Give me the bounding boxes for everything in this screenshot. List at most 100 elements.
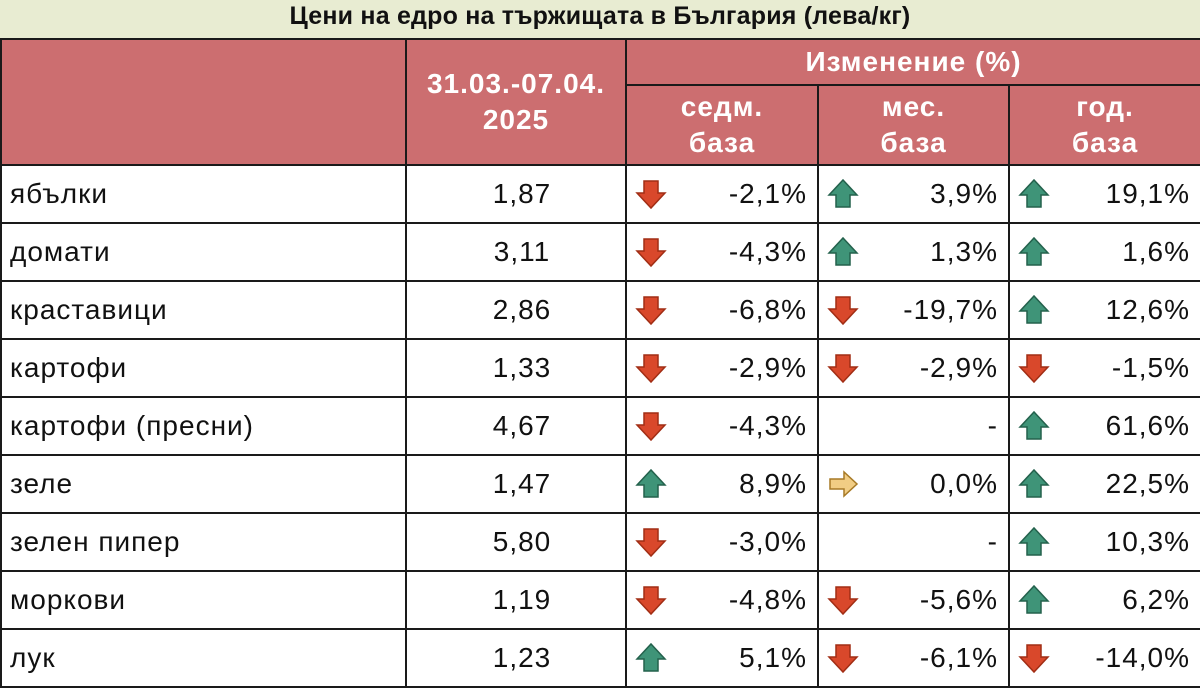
- price-value: 5,80: [405, 512, 627, 572]
- price-value: 1,47: [405, 454, 627, 514]
- arrow-down-icon: [827, 294, 859, 326]
- product-name: картофи: [0, 338, 407, 398]
- change-yearly-cell: 10,3%: [1007, 512, 1200, 572]
- price-value: 1,87: [405, 164, 627, 224]
- arrow-down-icon: [635, 584, 667, 616]
- price-value: 1,19: [405, 570, 627, 630]
- change-yearly-cell: 1,6%: [1007, 222, 1200, 282]
- change-yearly-value: -1,5%: [1111, 352, 1191, 383]
- change-yearly-cell: 19,1%: [1007, 164, 1200, 224]
- arrow-down-icon: [827, 642, 859, 674]
- change-yearly-cell: 22,5%: [1007, 454, 1200, 514]
- price-value: 4,67: [405, 396, 627, 456]
- arrow-down-icon: [635, 352, 667, 384]
- table-body: ябълки 1,87 -2,1% 3,9% 19,1% домати 3,11 -4,3% 1…: [0, 164, 1200, 688]
- arrow-down-icon: [635, 410, 667, 442]
- change-monthly-value: -6,1%: [919, 642, 998, 673]
- change-yearly-cell: -14,0%: [1007, 628, 1200, 688]
- arrow-down-icon: [635, 236, 667, 268]
- header-weekly-line2: база: [688, 127, 756, 158]
- change-monthly-cell: 3,9%: [817, 164, 1010, 224]
- arrow-up-icon: [635, 642, 667, 674]
- change-weekly-cell: -3,0%: [625, 512, 819, 572]
- product-name: ябълки: [0, 164, 407, 224]
- price-value: 3,11: [405, 222, 627, 282]
- change-yearly-cell: -1,5%: [1007, 338, 1200, 398]
- change-weekly-value: -4,8%: [728, 584, 807, 615]
- arrow-down-icon: [827, 352, 859, 384]
- header-change-group: Изменение (%): [624, 38, 1200, 86]
- arrow-down-icon: [827, 584, 859, 616]
- arrow-up-icon: [1018, 584, 1050, 616]
- arrow-down-icon: [635, 294, 667, 326]
- arrow-up-icon: [827, 178, 859, 210]
- arrow-right-icon: [827, 468, 859, 500]
- change-monthly-value: 0,0%: [930, 468, 998, 499]
- change-monthly-value: -2,9%: [919, 352, 998, 383]
- change-monthly-cell: 0,0%: [817, 454, 1010, 514]
- change-monthly-cell: -5,6%: [817, 570, 1010, 630]
- change-yearly-cell: 61,6%: [1007, 396, 1200, 456]
- change-monthly-value: -: [987, 526, 998, 557]
- change-monthly-value: -5,6%: [919, 584, 998, 615]
- price-value: 1,33: [405, 338, 627, 398]
- product-name: лук: [0, 628, 407, 688]
- header-product: [0, 38, 407, 166]
- change-yearly-value: 10,3%: [1105, 526, 1191, 557]
- table-row: ябълки 1,87 -2,1% 3,9% 19,1%: [0, 164, 1200, 224]
- change-monthly-cell: 1,3%: [817, 222, 1010, 282]
- change-yearly-value: 22,5%: [1105, 468, 1191, 499]
- table-row: картофи 1,33 -2,9% -2,9% -1,5%: [0, 338, 1200, 398]
- change-weekly-cell: -2,1%: [625, 164, 819, 224]
- arrow-down-icon: [635, 526, 667, 558]
- change-monthly-value: 3,9%: [930, 178, 998, 209]
- arrow-down-icon: [635, 178, 667, 210]
- table-row: зеле 1,47 8,9% 0,0% 22,5%: [0, 454, 1200, 514]
- arrow-down-icon: [1018, 352, 1050, 384]
- arrow-up-icon: [1018, 410, 1050, 442]
- change-weekly-value: -2,1%: [728, 178, 807, 209]
- header-weekly: седм. база: [625, 84, 819, 166]
- product-name: картофи (пресни): [0, 396, 407, 456]
- header-period: 31.03.-07.04. 2025: [405, 38, 627, 166]
- arrow-up-icon: [1018, 526, 1050, 558]
- header-weekly-line1: седм.: [680, 91, 764, 122]
- change-weekly-value: -6,8%: [728, 294, 807, 325]
- change-weekly-cell: 5,1%: [625, 628, 819, 688]
- arrow-up-icon: [1018, 294, 1050, 326]
- table-row: лук 1,23 5,1% -6,1% -14,0%: [0, 628, 1200, 688]
- arrow-up-icon: [635, 468, 667, 500]
- arrow-up-icon: [1018, 236, 1050, 268]
- change-weekly-value: -3,0%: [728, 526, 807, 557]
- change-monthly-cell: -2,9%: [817, 338, 1010, 398]
- table-row: картофи (пресни) 4,67 -4,3% - 61,6%: [0, 396, 1200, 456]
- change-yearly-cell: 6,2%: [1007, 570, 1200, 630]
- price-value: 1,23: [405, 628, 627, 688]
- change-yearly-value: 19,1%: [1105, 178, 1191, 209]
- arrow-up-icon: [827, 236, 859, 268]
- change-weekly-value: -4,3%: [728, 236, 807, 267]
- product-name: краставици: [0, 280, 407, 340]
- change-monthly-cell: -6,1%: [817, 628, 1010, 688]
- header-period-line2: 2025: [482, 104, 550, 135]
- header-monthly: мес. база: [817, 84, 1010, 166]
- change-weekly-value: -2,9%: [728, 352, 807, 383]
- arrow-down-icon: [1018, 642, 1050, 674]
- table-row: домати 3,11 -4,3% 1,3% 1,6%: [0, 222, 1200, 282]
- change-monthly-value: -: [987, 410, 998, 441]
- change-weekly-cell: -2,9%: [625, 338, 819, 398]
- change-yearly-value: 6,2%: [1122, 584, 1191, 615]
- header-monthly-line2: база: [880, 127, 947, 158]
- product-name: домати: [0, 222, 407, 282]
- table-row: зелен пипер 5,80 -3,0% - 10,3%: [0, 512, 1200, 572]
- change-yearly-cell: 12,6%: [1007, 280, 1200, 340]
- header-yearly-line1: год.: [1076, 91, 1134, 122]
- change-yearly-value: 61,6%: [1105, 410, 1191, 441]
- table-row: краставици 2,86 -6,8% -19,7% 12,6%: [0, 280, 1200, 340]
- change-weekly-cell: -4,8%: [625, 570, 819, 630]
- table-row: моркови 1,19 -4,8% -5,6% 6,2%: [0, 570, 1200, 630]
- header-yearly: год. база: [1007, 84, 1200, 166]
- header-period-line1: 31.03.-07.04.: [426, 68, 606, 99]
- change-weekly-cell: 8,9%: [625, 454, 819, 514]
- change-monthly-value: 1,3%: [930, 236, 998, 267]
